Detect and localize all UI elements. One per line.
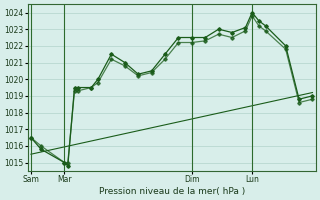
X-axis label: Pression niveau de la mer( hPa ): Pression niveau de la mer( hPa ) [99,187,245,196]
